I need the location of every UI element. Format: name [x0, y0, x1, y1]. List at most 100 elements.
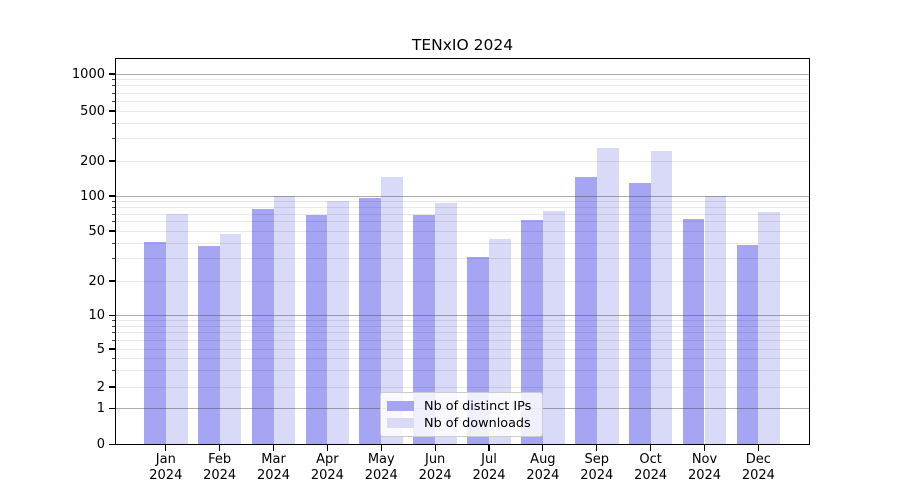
y-gridline-minor: [115, 325, 810, 327]
x-tick-month: Jul: [481, 452, 497, 467]
x-tick: [757, 444, 759, 451]
x-tick-label: Jan 2024: [138, 452, 194, 483]
legend: Nb of distinct IPs Nb of downloads: [380, 391, 543, 437]
x-tick: [326, 444, 328, 451]
y-minor-tick: [111, 369, 115, 371]
y-tick-label: 10: [88, 307, 105, 323]
x-tick-month: Nov: [691, 452, 718, 467]
x-tick-label: Sep 2024: [569, 452, 625, 483]
x-tick-month: Sep: [584, 452, 609, 467]
bar-nb-of-distinct-ips-apr: [305, 215, 328, 445]
y-gridline-major: [115, 314, 810, 316]
y-tick: [109, 443, 115, 446]
x-tick-month: Mar: [261, 452, 286, 467]
bar-nb-of-downloads-apr: [327, 200, 350, 445]
y-tick-label: 1000: [71, 66, 105, 82]
y-gridline-minor: [115, 386, 810, 388]
x-tick: [380, 444, 382, 451]
y-tick: [109, 160, 115, 162]
y-tick: [109, 314, 115, 316]
y-minor-tick: [111, 122, 115, 124]
x-tick-label: Oct 2024: [623, 452, 679, 483]
y-minor-tick: [111, 85, 115, 87]
x-tick-month: Feb: [208, 452, 232, 467]
x-tick-year: 2024: [687, 467, 722, 483]
bar-nb-of-downloads-aug: [542, 210, 565, 445]
legend-swatch-distinct-ips: [387, 401, 414, 411]
y-gridline-minor: [115, 348, 810, 350]
y-gridline-minor: [115, 85, 810, 87]
bar-nb-of-distinct-ips-sep: [574, 177, 597, 445]
x-tick-label: Aug 2024: [515, 452, 571, 483]
x-tick-month: Apr: [316, 452, 339, 467]
x-tick: [650, 444, 652, 451]
x-tick-year: 2024: [526, 467, 560, 483]
y-tick: [109, 408, 115, 410]
x-tick-year: 2024: [256, 467, 291, 483]
y-tick-label: 100: [80, 188, 105, 204]
y-tick-label: 20: [88, 273, 105, 289]
bar-nb-of-distinct-ips-oct: [628, 182, 651, 445]
x-tick: [165, 444, 167, 451]
y-gridline-minor: [115, 206, 810, 208]
x-tick-label: Nov 2024: [677, 452, 733, 483]
x-tick-label: Feb 2024: [192, 452, 248, 483]
y-minor-tick: [111, 339, 115, 341]
x-tick-year: 2024: [203, 467, 237, 483]
y-gridline-major: [115, 73, 810, 75]
y-minor-tick: [111, 325, 115, 327]
x-tick-label: Jul 2024: [461, 452, 517, 483]
y-tick: [109, 73, 115, 75]
legend-item-distinct-ips: Nb of distinct IPs: [387, 398, 542, 415]
y-tick-label: 2: [96, 379, 105, 395]
x-tick: [542, 444, 544, 451]
x-tick-label: May 2024: [353, 452, 409, 483]
x-tick-month: Oct: [639, 452, 662, 467]
y-minor-tick: [111, 319, 115, 321]
x-tick-month: Jun: [424, 452, 446, 467]
y-tick: [109, 348, 115, 350]
y-gridline-minor: [115, 230, 810, 232]
y-gridline-minor: [115, 357, 810, 359]
y-tick: [109, 280, 115, 282]
bar-nb-of-downloads-oct: [650, 151, 673, 445]
y-minor-tick: [111, 138, 115, 140]
x-tick-year: 2024: [472, 467, 506, 483]
y-minor-tick: [111, 200, 115, 202]
x-tick-year: 2024: [364, 467, 398, 483]
y-minor-tick: [111, 213, 115, 215]
y-tick: [109, 230, 115, 232]
y-gridline-minor: [115, 258, 810, 260]
x-tick: [488, 444, 490, 451]
legend-swatch-downloads: [387, 418, 414, 428]
bar-nb-of-downloads-sep: [596, 147, 619, 445]
x-tick: [219, 444, 221, 451]
bar-nb-of-downloads-may: [381, 177, 404, 445]
bar-nb-of-downloads-jun: [435, 203, 457, 445]
bar-nb-of-downloads-mar: [273, 196, 296, 445]
y-gridline-minor: [115, 138, 810, 140]
y-tick-label: 50: [88, 223, 105, 239]
y-minor-tick: [111, 242, 115, 244]
y-gridline-minor: [115, 242, 810, 244]
y-gridline-minor: [115, 79, 810, 81]
x-tick-month: Dec: [745, 452, 771, 467]
x-tick-year: 2024: [310, 467, 344, 483]
x-tick: [596, 444, 598, 451]
bar-nb-of-distinct-ips-jun: [413, 215, 436, 445]
y-minor-tick: [111, 332, 115, 334]
y-gridline-minor: [115, 92, 810, 94]
bar-nb-of-downloads-jan: [165, 214, 188, 445]
y-gridline-major: [115, 195, 810, 197]
y-minor-tick: [111, 221, 115, 223]
y-tick-label: 500: [80, 103, 105, 119]
bar-nb-of-downloads-nov: [704, 196, 727, 445]
y-tick-label: 200: [80, 153, 105, 169]
chart-title: TENxIO 2024: [411, 36, 514, 54]
bar-nb-of-downloads-dec: [758, 211, 781, 445]
x-tick: [272, 444, 275, 451]
bar-nb-of-distinct-ips-jan: [144, 241, 166, 445]
x-tick-year: 2024: [149, 467, 183, 483]
y-gridline-minor: [115, 369, 810, 371]
x-tick-year: 2024: [418, 467, 452, 483]
